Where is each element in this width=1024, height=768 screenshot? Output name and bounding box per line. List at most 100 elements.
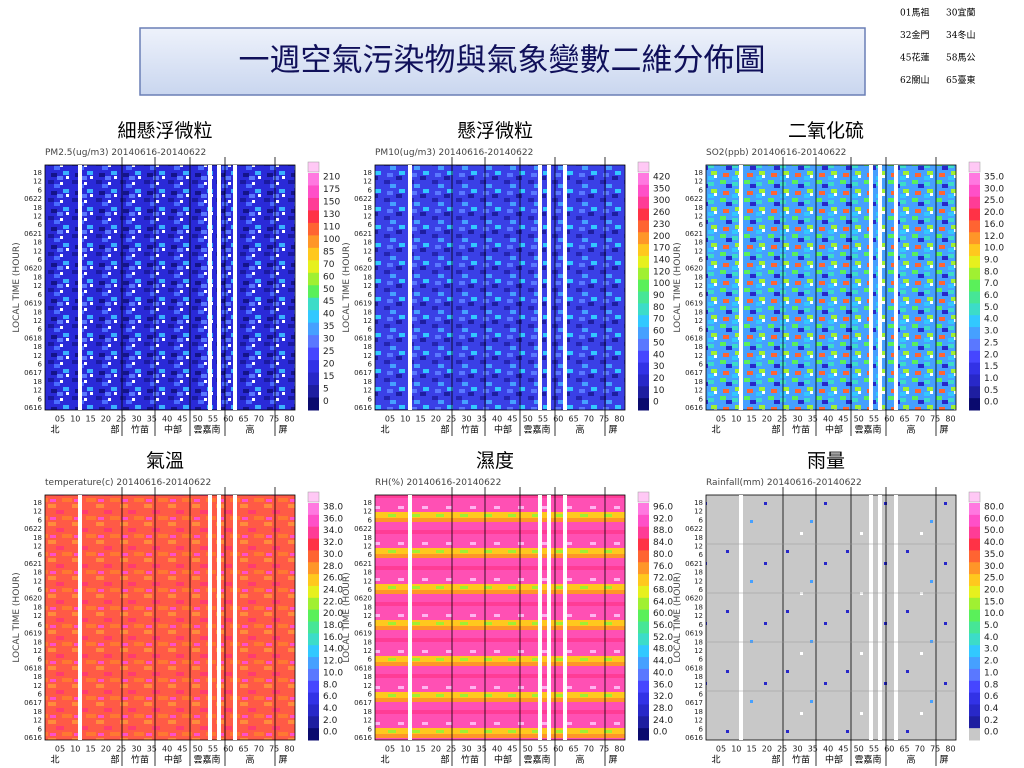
colorbar-label: 350 bbox=[653, 184, 670, 194]
x-label: 60 bbox=[223, 415, 233, 424]
x-label: 20 bbox=[101, 745, 111, 754]
y-label: 12 bbox=[363, 577, 372, 585]
colorbar-swatch bbox=[638, 244, 649, 257]
panel-subtitle: Rainfall(mm) 20140616-20140622 bbox=[706, 478, 862, 488]
station-legend: 01馬祖 bbox=[900, 7, 929, 19]
station-legend: 30宜蘭 bbox=[946, 7, 975, 19]
x-label: 45 bbox=[507, 415, 517, 424]
region-label: 屏 bbox=[608, 425, 617, 436]
x-label: 70 bbox=[915, 745, 925, 754]
y-label: 12 bbox=[33, 352, 42, 360]
colorbar-label: 120 bbox=[653, 267, 670, 277]
y-label: 6 bbox=[368, 586, 373, 594]
x-label: 05 bbox=[55, 745, 65, 754]
y-label: 18 bbox=[33, 378, 42, 386]
y-axis-label: LOCAL TIME (HOUR) bbox=[12, 242, 22, 332]
x-label: 55 bbox=[869, 415, 879, 424]
y-label: 0621 bbox=[24, 230, 42, 238]
missing-station bbox=[538, 165, 542, 410]
colorbar-label: 24.0 bbox=[653, 716, 673, 726]
region-label: 中部 bbox=[825, 424, 843, 436]
y-label: 18 bbox=[694, 239, 703, 247]
colorbar-label: 0.6 bbox=[984, 692, 999, 702]
colorbar-swatch bbox=[308, 668, 319, 682]
x-label: 40 bbox=[823, 415, 833, 424]
colorbar-swatch bbox=[969, 716, 980, 729]
colorbar-label: 12.0 bbox=[984, 232, 1004, 242]
colorbar-label: 10.0 bbox=[984, 244, 1004, 254]
colorbar-cap bbox=[307, 491, 320, 503]
colorbar-swatch bbox=[969, 255, 980, 269]
y-label: 18 bbox=[694, 343, 703, 351]
region-label: 部 bbox=[440, 754, 449, 766]
x-label: 35 bbox=[808, 415, 818, 424]
x-label: 25 bbox=[116, 415, 126, 424]
x-label: 40 bbox=[492, 415, 502, 424]
x-label: 55 bbox=[869, 745, 879, 754]
x-label: 75 bbox=[269, 745, 279, 754]
colorbar-label: 28.0 bbox=[653, 704, 673, 714]
colorbar-label: 88.0 bbox=[653, 526, 673, 536]
y-label: 0622 bbox=[24, 525, 42, 533]
y-label: 18 bbox=[363, 204, 372, 212]
colorbar-swatch bbox=[638, 303, 649, 316]
y-label: 18 bbox=[363, 673, 372, 681]
colorbar-swatch bbox=[308, 247, 319, 261]
missing-station bbox=[869, 495, 873, 740]
region-label: 雲嘉南 bbox=[193, 754, 220, 766]
colorbar-label: 20.0 bbox=[984, 208, 1004, 218]
y-label: 6 bbox=[38, 690, 43, 698]
y-label: 0617 bbox=[354, 369, 372, 377]
colorbar-swatch bbox=[638, 208, 649, 221]
region-label: 部 bbox=[771, 754, 780, 766]
x-label: 25 bbox=[446, 745, 456, 754]
colorbar-swatch bbox=[638, 728, 649, 741]
colorbar-swatch bbox=[308, 173, 319, 186]
colorbar-label: 1.0 bbox=[984, 374, 999, 384]
colorbar-swatch bbox=[308, 657, 319, 670]
x-label: 20 bbox=[431, 745, 441, 754]
y-label: 18 bbox=[33, 273, 42, 281]
region-label: 屏 bbox=[608, 755, 617, 766]
colorbar-swatch bbox=[638, 562, 649, 575]
y-label: 18 bbox=[363, 308, 372, 316]
y-label: 12 bbox=[694, 717, 703, 725]
colorbar-swatch bbox=[638, 386, 649, 399]
panel-heading: 懸浮微粒 bbox=[457, 120, 533, 142]
colorbar-label: 30 bbox=[653, 362, 665, 372]
colorbar-label: 52.0 bbox=[653, 633, 673, 643]
colorbar-label: 92.0 bbox=[653, 514, 673, 524]
colorbar-label: 56.0 bbox=[653, 621, 673, 631]
colorbar-swatch bbox=[308, 645, 319, 658]
colorbar-swatch bbox=[969, 645, 980, 658]
y-label: 18 bbox=[363, 499, 372, 507]
x-label: 50 bbox=[523, 745, 533, 754]
x-label: 75 bbox=[599, 745, 609, 754]
x-label: 30 bbox=[461, 745, 471, 754]
colorbar-swatch bbox=[308, 514, 319, 528]
x-label: 45 bbox=[838, 745, 848, 754]
y-label: 18 bbox=[33, 204, 42, 212]
colorbar-swatch bbox=[969, 609, 980, 622]
colorbar-label: 25 bbox=[323, 347, 334, 357]
station-legend: 34冬山 bbox=[946, 29, 975, 41]
x-label: 80 bbox=[284, 415, 294, 424]
missing-station bbox=[208, 165, 212, 410]
missing-station bbox=[563, 495, 567, 740]
colorbar-label: 45 bbox=[323, 297, 334, 307]
colorbar-swatch bbox=[638, 609, 649, 622]
colorbar-swatch bbox=[969, 315, 980, 328]
y-label: 0621 bbox=[354, 230, 372, 238]
colorbar-label: 230 bbox=[653, 220, 670, 230]
y-label: 6 bbox=[38, 221, 43, 229]
y-label: 12 bbox=[694, 577, 703, 585]
x-label: 45 bbox=[507, 745, 517, 754]
y-label: 6 bbox=[368, 621, 373, 629]
y-label: 18 bbox=[363, 569, 372, 577]
y-label: 18 bbox=[694, 273, 703, 281]
colorbar-label: 12.0 bbox=[323, 657, 343, 667]
colorbar-cap bbox=[637, 491, 650, 503]
colorbar-swatch bbox=[308, 716, 319, 729]
colorbar-swatch bbox=[638, 291, 649, 304]
colorbar-swatch bbox=[638, 279, 649, 292]
